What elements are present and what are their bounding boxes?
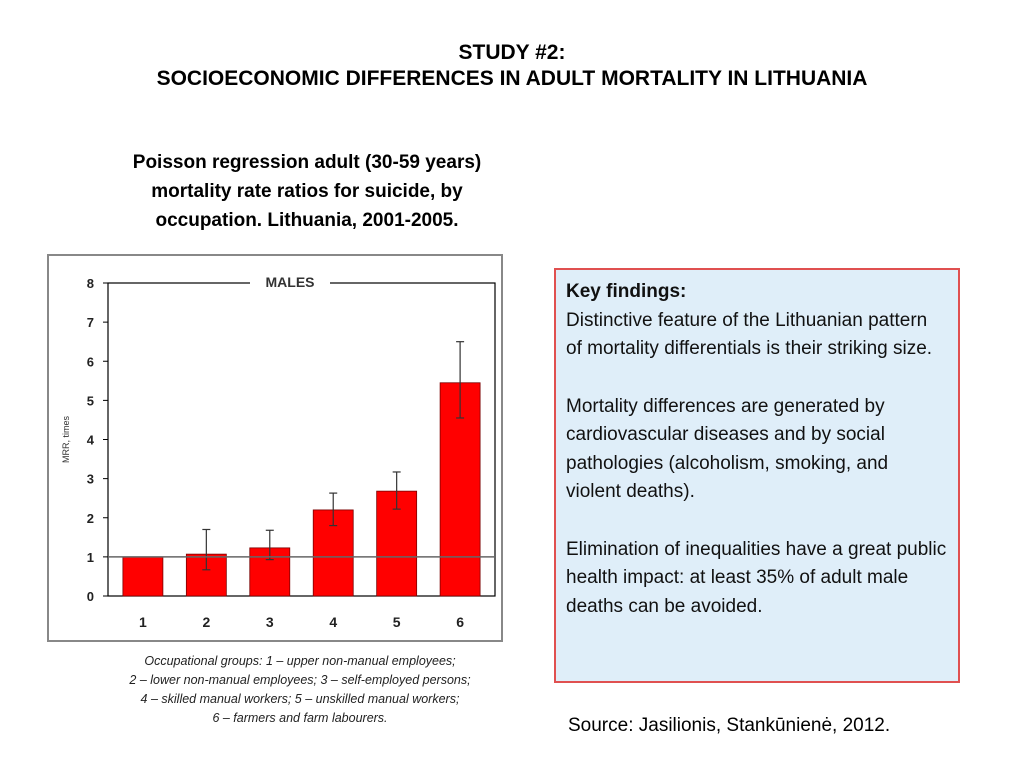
caption-line-2: 2 – lower non-manual employees; 3 – self… [129,673,471,687]
key-findings-box: Key findings: Distinctive feature of the… [554,268,960,683]
y-tick-label: 8 [87,276,94,291]
x-tick-label: 1 [139,614,147,630]
key-finding-3: Elimination of inequalities have a great… [566,538,947,617]
x-tick-label: 4 [329,614,337,630]
y-axis-label: MRR, times [61,416,71,463]
subtitle-line-3: occupation. Lithuania, 2001-2005. [155,210,459,231]
bar-group-1 [122,556,164,597]
y-tick-label: 1 [87,550,94,565]
y-tick-label: 7 [87,315,94,330]
subtitle-line-1: Poisson regression adult (30-59 years) [132,152,482,173]
source-citation: Source: Jasilionis, Stankūnienė, 2012. [568,715,891,736]
key-findings-heading: Key findings: [566,281,687,302]
x-tick-label: 6 [456,614,464,630]
y-tick-label: 2 [87,511,94,526]
x-tick-label: 2 [202,614,210,630]
x-tick-label: 3 [266,614,274,630]
chart-title: MALES [266,274,315,290]
chart-caption: Occupational groups: 1 – upper non-manua… [70,652,530,728]
chart-title-gap [250,280,330,286]
key-finding-2: Mortality differences are generated by c… [566,395,889,503]
chart-subtitle: Poisson regression adult (30-59 years) m… [62,148,552,235]
y-tick-label: 6 [87,354,94,369]
subtitle-line-2: mortality rate ratios for suicide, by [151,181,463,202]
key-finding-1: Distinctive feature of the Lithuanian pa… [566,309,933,360]
caption-line-3: 4 – skilled manual workers; 5 – unskille… [140,692,460,706]
caption-line-4: 6 – farmers and farm labourers. [212,711,388,725]
y-tick-label: 4 [87,433,95,448]
slide-title: STUDY #2: SOCIOECONOMIC DIFFERENCES IN A… [0,40,1024,92]
bar-group-3 [249,547,291,597]
y-tick-label: 3 [87,472,94,487]
title-line-1: STUDY #2: [458,41,566,64]
x-tick-label: 5 [393,614,401,630]
caption-line-1: Occupational groups: 1 – upper non-manua… [144,654,456,668]
title-line-2: SOCIOECONOMIC DIFFERENCES IN ADULT MORTA… [156,67,868,90]
mortality-bar-chart: MALES 0 1 2 3 4 5 6 7 8 MRR, times 1 2 3 4 5 6 [61,274,496,630]
y-tick-label: 0 [87,589,94,604]
y-tick-label: 5 [87,393,94,408]
plot-area-border [107,282,496,597]
